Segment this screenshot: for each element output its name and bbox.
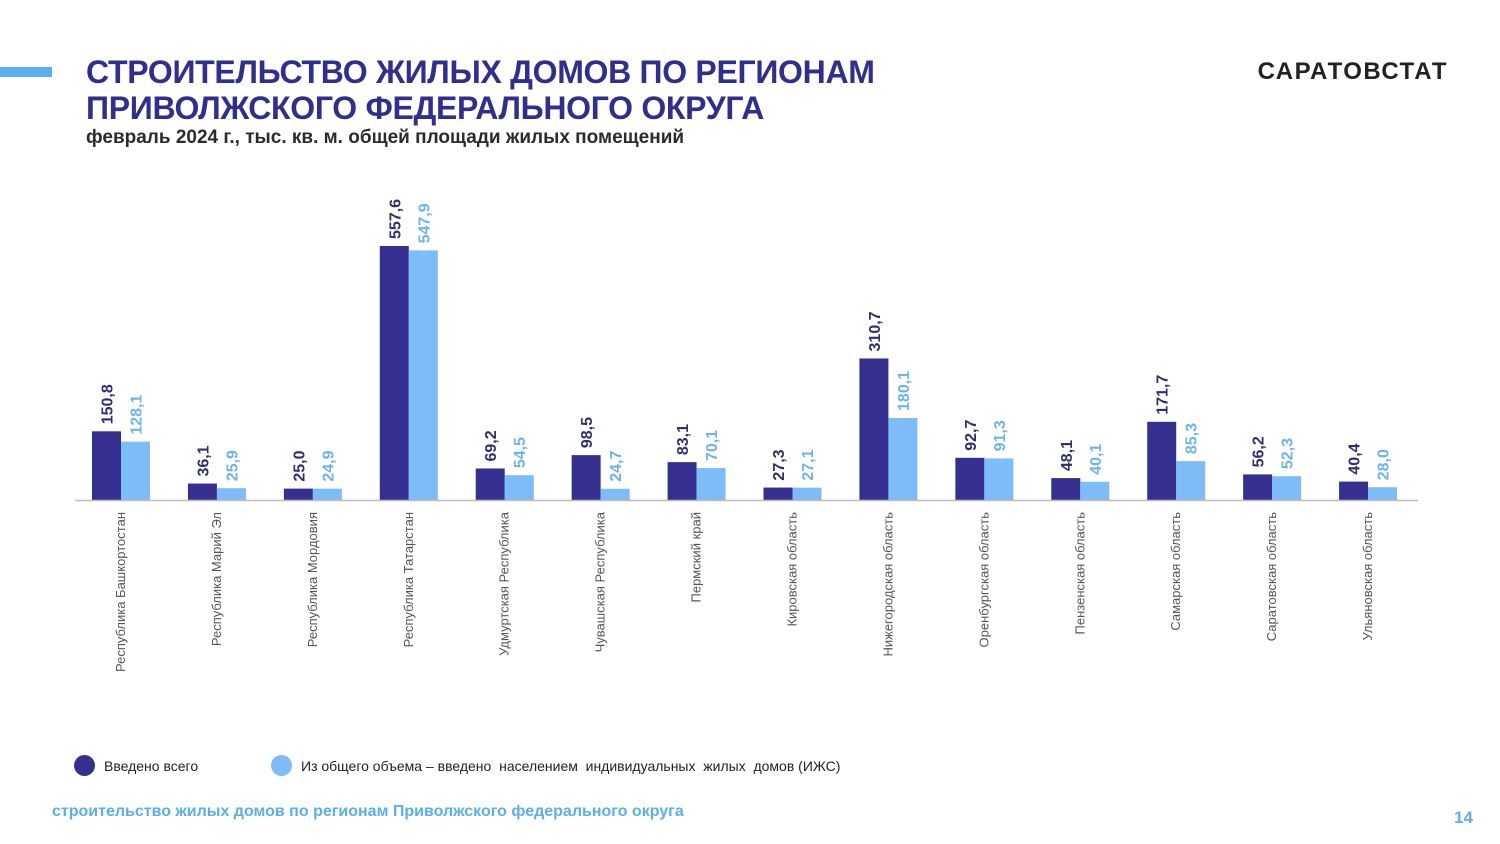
bar-izhs-5 xyxy=(600,488,630,500)
bar-izhs-1 xyxy=(216,488,246,500)
data-label-total-1: 36,1 xyxy=(195,445,212,476)
legend-swatch-izhs xyxy=(271,755,292,776)
data-label-izhs-1: 25,9 xyxy=(224,450,241,481)
bar-total-8 xyxy=(859,358,889,500)
title-line-1: СТРОИТЕЛЬСТВО ЖИЛЫХ ДОМОВ ПО РЕГИОНАМ xyxy=(86,54,875,90)
bar-izhs-13 xyxy=(1368,487,1398,500)
bar-izhs-7 xyxy=(792,487,822,500)
category-label-11: Самарская область xyxy=(1168,512,1183,631)
category-label-1: Республика Марий Эл xyxy=(209,512,224,646)
category-label-2: Республика Мордовия xyxy=(305,512,320,647)
category-label-6: Пермский край xyxy=(689,512,704,602)
bar-izhs-0 xyxy=(121,441,150,500)
data-label-izhs-11: 85,3 xyxy=(1184,423,1201,454)
category-label-0: Республика Башкортостан xyxy=(113,512,128,672)
legend-item-total: Введено всего xyxy=(74,755,198,776)
bar-total-11 xyxy=(1147,421,1177,500)
category-label-10: Пензенская область xyxy=(1072,512,1087,635)
page-number: 14 xyxy=(1454,808,1473,827)
bar-total-5 xyxy=(571,455,601,500)
chart-subtitle: февраль 2024 г., тыс. кв. м. общей площа… xyxy=(86,127,685,148)
data-label-total-13: 40,4 xyxy=(1347,443,1364,474)
bar-total-4 xyxy=(475,468,505,500)
bar-total-6 xyxy=(667,462,697,500)
data-label-izhs-4: 54,5 xyxy=(512,437,529,468)
data-label-total-5: 98,5 xyxy=(579,417,596,448)
footer-text: строительство жилых домов по регионам Пр… xyxy=(52,803,684,820)
bar-total-0 xyxy=(92,431,121,500)
data-label-total-6: 83,1 xyxy=(675,424,692,455)
bar-total-3 xyxy=(379,246,409,500)
data-label-total-0: 150,8 xyxy=(100,384,117,424)
data-label-total-12: 56,2 xyxy=(1251,436,1268,467)
bar-izhs-12 xyxy=(1272,476,1302,500)
data-label-izhs-7: 27,1 xyxy=(800,449,817,480)
bar-izhs-9 xyxy=(984,458,1014,500)
data-label-total-11: 171,7 xyxy=(1155,375,1172,415)
category-label-12: Саратовская область xyxy=(1264,512,1279,641)
bar-izhs-6 xyxy=(696,468,726,500)
data-label-total-2: 25,0 xyxy=(291,450,308,481)
category-label-9: Оренбургская область xyxy=(976,512,991,648)
data-label-total-8: 310,7 xyxy=(867,311,884,351)
data-label-izhs-3: 547,9 xyxy=(416,203,433,243)
bar-izhs-2 xyxy=(312,488,342,500)
bar-total-10 xyxy=(1051,478,1081,500)
category-label-13: Ульяновская область xyxy=(1360,512,1375,641)
data-label-total-10: 48,1 xyxy=(1059,440,1076,471)
page-title: СТРОИТЕЛЬСТВО ЖИЛЫХ ДОМОВ ПО РЕГИОНАМ ПР… xyxy=(86,54,875,126)
data-label-total-7: 27,3 xyxy=(771,449,788,480)
bar-total-7 xyxy=(763,487,793,500)
legend-item-izhs: Из общего объема – введено населением ин… xyxy=(271,755,840,776)
data-label-izhs-6: 70,1 xyxy=(704,430,721,461)
data-label-total-9: 92,7 xyxy=(963,420,980,451)
data-label-izhs-10: 40,1 xyxy=(1088,443,1105,474)
bar-total-13 xyxy=(1339,481,1369,500)
data-label-izhs-13: 28,0 xyxy=(1376,449,1393,480)
data-label-izhs-9: 91,3 xyxy=(992,420,1009,451)
bar-total-12 xyxy=(1243,474,1273,500)
data-label-izhs-8: 180,1 xyxy=(896,371,913,411)
legend-swatch-total xyxy=(74,755,95,776)
bar-izhs-8 xyxy=(888,417,918,500)
bar-chart: 150,8 128,1 Республика Башкортостан 36,1 25,… xyxy=(75,199,1418,672)
bar-total-9 xyxy=(955,457,985,500)
title-line-2: ПРИВОЛЖСКОГО ФЕДЕРАЛЬНОГО ОКРУГА xyxy=(86,90,765,126)
data-label-izhs-12: 52,3 xyxy=(1280,438,1297,469)
category-label-3: Республика Татарстан xyxy=(401,512,416,647)
data-label-total-4: 69,2 xyxy=(483,430,500,461)
brand-logo: САРАТОВСТАТ xyxy=(1257,58,1448,85)
category-label-8: Нижегородская область xyxy=(880,512,895,657)
bar-izhs-4 xyxy=(504,475,534,500)
category-label-4: Удмуртская Республика xyxy=(497,511,512,656)
legend-label-total: Введено всего xyxy=(104,757,199,774)
bar-izhs-10 xyxy=(1080,481,1110,500)
bar-total-2 xyxy=(283,488,313,500)
accent-bar xyxy=(0,67,52,77)
data-label-izhs-0: 128,1 xyxy=(129,395,146,435)
bar-total-1 xyxy=(187,483,217,500)
category-label-7: Кировская область xyxy=(785,512,800,627)
bar-izhs-11 xyxy=(1176,461,1206,500)
data-label-total-3: 557,6 xyxy=(387,199,404,239)
data-label-izhs-2: 24,9 xyxy=(320,450,337,481)
legend-label-izhs: Из общего объема – введено населением ин… xyxy=(301,757,841,774)
data-label-izhs-5: 24,7 xyxy=(608,451,625,482)
category-label-5: Чувашская Республика xyxy=(593,511,608,652)
bar-izhs-3 xyxy=(408,250,438,500)
